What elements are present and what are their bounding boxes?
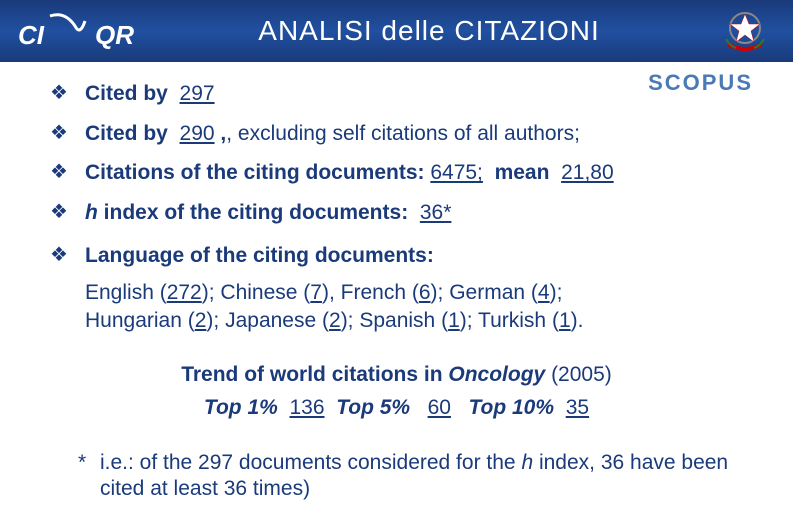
- bullet-h-index: h index of the citing documents: 36*: [50, 196, 743, 230]
- citation-bullets: Cited by 297 Cited by 290 ,, excluding s…: [50, 77, 743, 273]
- page-title: ANALISI delle CITAZIONI: [150, 15, 708, 47]
- civr-logo: CI QR: [0, 0, 150, 62]
- bullet-cited-by-excl: Cited by 290 ,, excluding self citations…: [50, 117, 743, 151]
- trend-heading: Trend of world citations in Oncology (20…: [50, 358, 743, 392]
- svg-text:QR: QR: [95, 20, 134, 50]
- trend-section: Trend of world citations in Oncology (20…: [50, 358, 743, 425]
- languages-list: English (272); Chinese (7), French (6); …: [50, 279, 743, 336]
- bullet-cited-by: Cited by 297: [50, 77, 743, 111]
- footnote: i.e.: of the 297 documents considered fo…: [50, 450, 743, 503]
- trend-values: Top 1% 136 Top 5% 60 Top 10% 35: [50, 391, 743, 425]
- bullet-languages: Language of the citing documents:: [50, 239, 743, 273]
- content-area: SCOPUS Cited by 297 Cited by 290 ,, excl…: [0, 62, 793, 512]
- bullet-citing-citations: Citations of the citing documents: 6475;…: [50, 156, 743, 190]
- svg-text:CI: CI: [18, 20, 45, 50]
- header-bar: CI QR ANALISI delle CITAZIONI: [0, 0, 793, 62]
- italian-emblem: [708, 4, 783, 59]
